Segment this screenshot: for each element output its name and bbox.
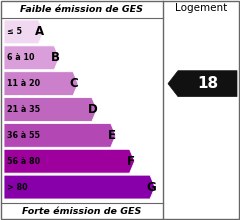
Polygon shape	[4, 72, 78, 95]
Text: ≤ 5: ≤ 5	[7, 28, 22, 37]
Text: A: A	[35, 26, 44, 38]
Polygon shape	[168, 71, 237, 97]
Text: 21 à 35: 21 à 35	[7, 105, 40, 114]
Polygon shape	[4, 46, 59, 70]
Polygon shape	[4, 175, 155, 199]
Text: E: E	[108, 129, 116, 142]
Text: D: D	[88, 103, 98, 116]
Text: Faible émission de GES: Faible émission de GES	[20, 4, 143, 13]
Text: B: B	[51, 51, 60, 64]
Text: 6 à 10: 6 à 10	[7, 53, 35, 62]
Polygon shape	[4, 149, 135, 173]
Text: 56 à 80: 56 à 80	[7, 157, 40, 166]
Text: Logement: Logement	[175, 3, 227, 13]
Text: > 80: > 80	[7, 183, 28, 192]
Text: 18: 18	[197, 76, 218, 91]
Text: 36 à 55: 36 à 55	[7, 131, 40, 140]
Text: F: F	[127, 155, 135, 168]
Polygon shape	[4, 123, 116, 147]
Polygon shape	[4, 98, 97, 121]
Text: 11 à 20: 11 à 20	[7, 79, 40, 88]
Polygon shape	[4, 20, 43, 44]
Text: C: C	[70, 77, 78, 90]
Text: G: G	[146, 181, 156, 194]
Text: Forte émission de GES: Forte émission de GES	[22, 207, 141, 216]
